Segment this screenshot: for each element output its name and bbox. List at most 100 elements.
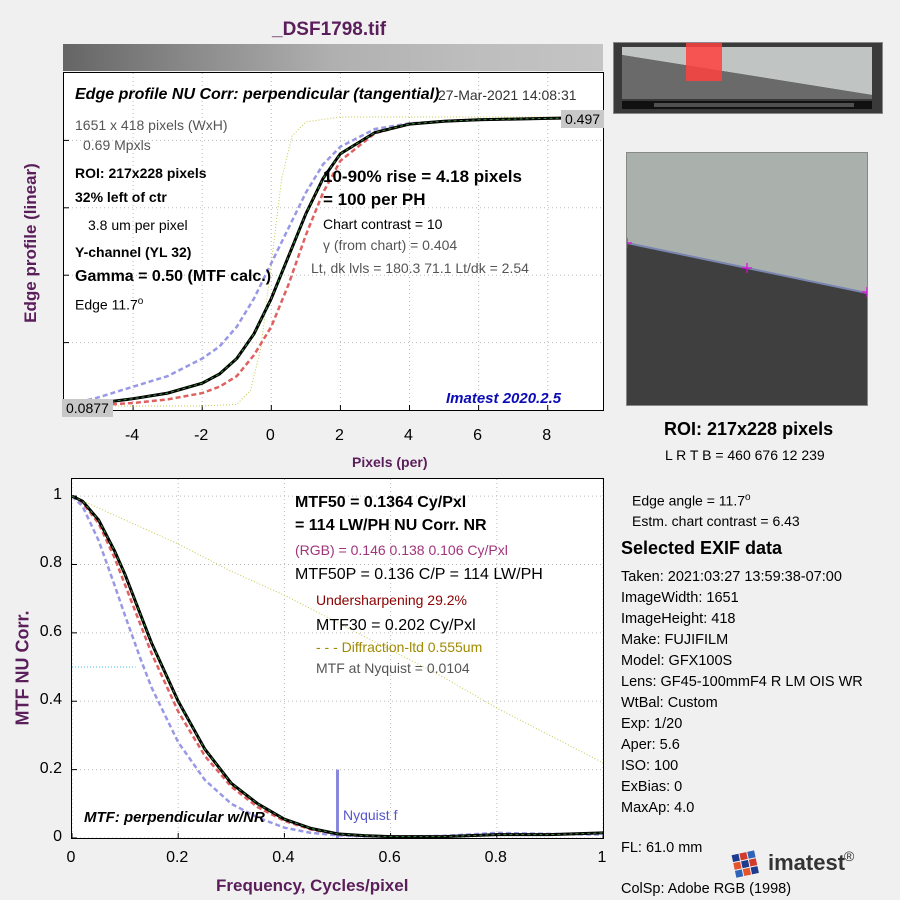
edge-plot-title: Edge profile NU Corr: perpendicular (tan… — [75, 86, 440, 103]
imatest-logo-text: imatest — [768, 850, 846, 875]
mtf-ylabel: MTF NU Corr. — [12, 610, 33, 726]
mtf-x-tick-label: 0.6 — [378, 849, 401, 866]
thumbnail-dark-region — [622, 55, 872, 99]
timestamp: 27-Mar-2021 14:08:31 — [438, 87, 577, 103]
mtf-red-series-line — [72, 495, 603, 838]
exif-colorspace: ColSp: Adobe RGB (1998) — [621, 881, 792, 897]
edge-angle-text: Edge angle = 11.7 — [632, 492, 746, 509]
edge-x-tick-label: 0 — [265, 427, 275, 444]
lwph-text: = 114 LW/PH NU Corr. NR — [295, 517, 487, 534]
mtf-y-tick-label: 0 — [53, 828, 62, 845]
roi-title: ROI: 217x228 pixels — [664, 419, 834, 439]
mtf-x-tick-label: 0 — [66, 849, 76, 866]
thumbnail-bottom-stripe — [654, 103, 854, 107]
logo-square — [739, 852, 748, 861]
pixel-pitch: 3.8 um per pixel — [88, 217, 188, 233]
mtf-y-tick-label: 0.2 — [39, 759, 62, 777]
per-ph-text: = 100 per PH — [323, 190, 426, 209]
exif-item: MaxAp: 4.0 — [621, 800, 695, 816]
mtf-y-tick-label: 0.4 — [39, 691, 62, 709]
mtf-xlabel: Frequency, Cycles/pixel — [216, 876, 409, 895]
chart-contrast: Chart contrast = 10 — [323, 216, 443, 232]
exif-item: Lens: GF45-100mmF4 R LM OIS WR — [621, 674, 863, 690]
roi-svg — [622, 153, 872, 405]
edge-x-tick-label: 2 — [334, 427, 344, 444]
thumbnail-roi-box — [686, 43, 722, 81]
edge-ylabel: Edge profile (linear) — [21, 163, 40, 323]
mtf-caption: MTF: perpendicular w/NR — [84, 809, 265, 826]
mpxls: 0.69 Mpxls — [83, 137, 151, 153]
roi-light-area — [627, 153, 867, 293]
page-title: _DSF1798.tif — [272, 19, 387, 40]
mtf-green-series-line — [72, 495, 603, 838]
edge-angle-small: Edge 11.7o — [75, 296, 143, 313]
thumbnail-light-region — [622, 47, 872, 95]
exif-list: Taken: 2021:03:27 13:59:38-07:00 ImageWi… — [621, 567, 863, 819]
undersharpening-text: Undersharpening 29.2% — [316, 592, 467, 608]
edge-x-tick-label: -4 — [124, 427, 140, 444]
bottom-level-value: 0.0877 — [62, 399, 113, 417]
logo-square — [741, 859, 750, 869]
exif-title: Selected EXIF data — [621, 538, 783, 558]
mtf50p-text: MTF50P = 0.136 C/P = 114 LW/PH — [295, 566, 543, 583]
edge-xlabel: Pixels (per) — [352, 454, 428, 470]
exif-item: Model: GFX100S — [621, 653, 733, 669]
edge-profile-plot — [63, 72, 604, 411]
logo-square — [750, 866, 759, 875]
edge-angle-degree: o — [745, 492, 751, 503]
top-level-value: 0.497 — [561, 110, 605, 128]
nyquist-label: Nyquist f — [343, 807, 398, 823]
exif-item: Make: FUJIFILM — [621, 632, 729, 648]
mtf-svg — [72, 479, 603, 838]
mtf-y-tick-label: 0.6 — [39, 622, 62, 640]
nyquist-mtf-text: MTF at Nyquist = 0.0104 — [316, 660, 470, 676]
logo-square — [742, 867, 752, 877]
exif-item: WtBal: Custom — [621, 695, 718, 711]
mtf-y-tick-label: 0.8 — [39, 554, 62, 572]
thumbnail-svg — [614, 43, 882, 113]
mtf-x-tick-label: 0.4 — [272, 849, 295, 866]
logo-square — [748, 858, 758, 867]
logo-square — [734, 869, 744, 878]
mtf-plot — [71, 478, 604, 839]
roi-info: ROI: 217x228 pixels — [75, 165, 207, 181]
roi-coords: L R T B = 460 676 12 239 — [665, 447, 825, 463]
image-thumbnail — [613, 42, 883, 114]
image-size: 1651 x 418 pixels (WxH) — [75, 117, 228, 133]
edge-x-tick-label: 6 — [473, 427, 483, 444]
gamma-info: Gamma = 0.50 (MTF calc.) — [75, 268, 272, 285]
estimated-contrast: Estm. chart contrast = 6.43 — [632, 513, 800, 529]
rgb-mtf50: (RGB) = 0.146 0.138 0.106 Cy/Pxl — [295, 542, 508, 558]
mtf30-text: MTF30 = 0.202 Cy/Pxl — [316, 617, 476, 634]
edge-profile-svg — [64, 73, 603, 410]
mtf-x-tick-label: 0.8 — [484, 849, 507, 866]
edge-x-tick-label: 4 — [404, 427, 413, 444]
logo-square — [733, 861, 742, 870]
gamma-from-chart: γ (from chart) = 0.404 — [323, 237, 458, 253]
rise-text: 10-90% rise = 4.18 pixels — [323, 167, 522, 186]
edge-angle-small-text: Edge 11.7 — [75, 296, 138, 313]
exif-item: ImageHeight: 418 — [621, 611, 736, 627]
edge-x-tick-label: 8 — [542, 427, 552, 444]
channel-info: Y-channel (YL 32) — [75, 244, 192, 260]
exif-item: Taken: 2021:03:27 13:59:38-07:00 — [621, 569, 842, 585]
imatest-logo-mark-icon — [731, 850, 759, 878]
edge-angle: Edge angle = 11.7o — [632, 492, 751, 509]
mtf-diffraction-line — [72, 495, 603, 764]
imatest-logo-registered: ® — [844, 848, 855, 864]
roi-offset: 32% left of ctr — [75, 189, 167, 205]
mtf50-text: MTF50 = 0.1364 Cy/Pxl — [295, 494, 467, 511]
exif-fl: FL: 61.0 mm — [621, 840, 703, 856]
exif-item: ExBias: 0 — [621, 779, 683, 795]
exif-item: Exp: 1/20 — [621, 716, 683, 732]
exif-item: ImageWidth: 1651 — [621, 590, 739, 606]
diffraction-text: - - - Diffraction-ltd 0.555um — [316, 639, 483, 655]
edge-red-series-line — [64, 115, 603, 408]
mtf-x-tick-label: 0.2 — [166, 849, 189, 866]
mtf-x-tick-label: 1 — [597, 849, 607, 866]
degree-mark: o — [137, 296, 144, 307]
edge-green-series-line — [64, 116, 603, 407]
light-dark-levels: Lt, dk lvls = 180.3 71.1 Lt/dk = 2.54 — [311, 260, 529, 276]
logo-square — [747, 850, 756, 859]
exif-item: Aper: 5.6 — [621, 737, 680, 753]
